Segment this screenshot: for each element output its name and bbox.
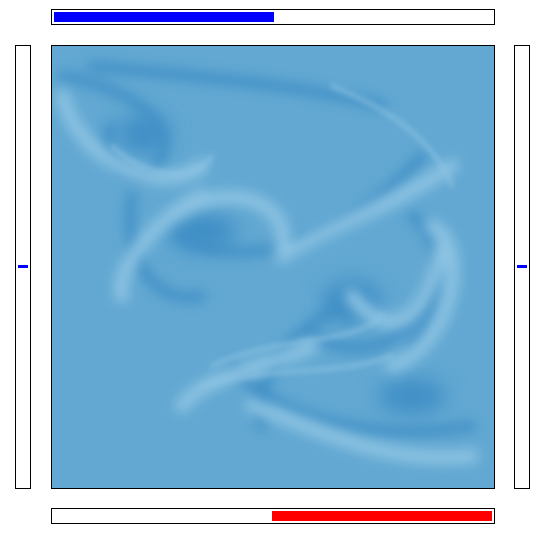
- right-slider-marker[interactable]: [517, 265, 527, 268]
- right-slider[interactable]: [514, 45, 530, 489]
- top-meter-fill: [54, 12, 274, 22]
- top-meter: [51, 9, 495, 25]
- fluid-field[interactable]: [51, 45, 495, 489]
- left-slider[interactable]: [15, 45, 31, 489]
- bottom-meter: [51, 508, 495, 524]
- bottom-meter-fill: [272, 511, 492, 521]
- fluid-field-icon: [52, 46, 494, 488]
- left-slider-marker[interactable]: [18, 265, 28, 268]
